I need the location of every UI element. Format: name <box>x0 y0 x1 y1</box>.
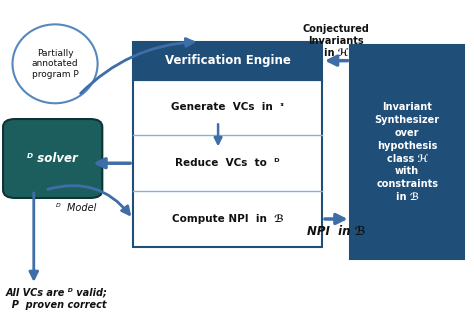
Text: Generate  VCs  in  ᵌ: Generate VCs in ᵌ <box>171 102 284 113</box>
FancyBboxPatch shape <box>350 45 464 260</box>
Text: ᴰ  Model: ᴰ Model <box>56 203 97 213</box>
Text: NPI  in ℬ: NPI in ℬ <box>307 225 365 238</box>
Text: Invariant
Synthesizer
over
hypothesis
class ℋ
with
constraints
in ℬ: Invariant Synthesizer over hypothesis cl… <box>374 102 440 202</box>
Text: Partially
annotated
program P: Partially annotated program P <box>32 49 78 79</box>
FancyBboxPatch shape <box>133 80 322 247</box>
Ellipse shape <box>12 24 98 103</box>
FancyBboxPatch shape <box>3 119 102 198</box>
Text: Verification Engine: Verification Engine <box>164 54 291 67</box>
Text: Compute NPI  in  ℬ: Compute NPI in ℬ <box>172 214 283 224</box>
Text: ᴰ solver: ᴰ solver <box>27 152 78 165</box>
Text: Conjectured
Invariants
in ℋ: Conjectured Invariants in ℋ <box>303 24 370 57</box>
FancyBboxPatch shape <box>133 42 322 80</box>
Text: Reduce  VCs  to  ᴰ: Reduce VCs to ᴰ <box>175 158 280 168</box>
Text: All VCs are ᴰ valid;
  P  proven correct: All VCs are ᴰ valid; P proven correct <box>5 288 107 309</box>
